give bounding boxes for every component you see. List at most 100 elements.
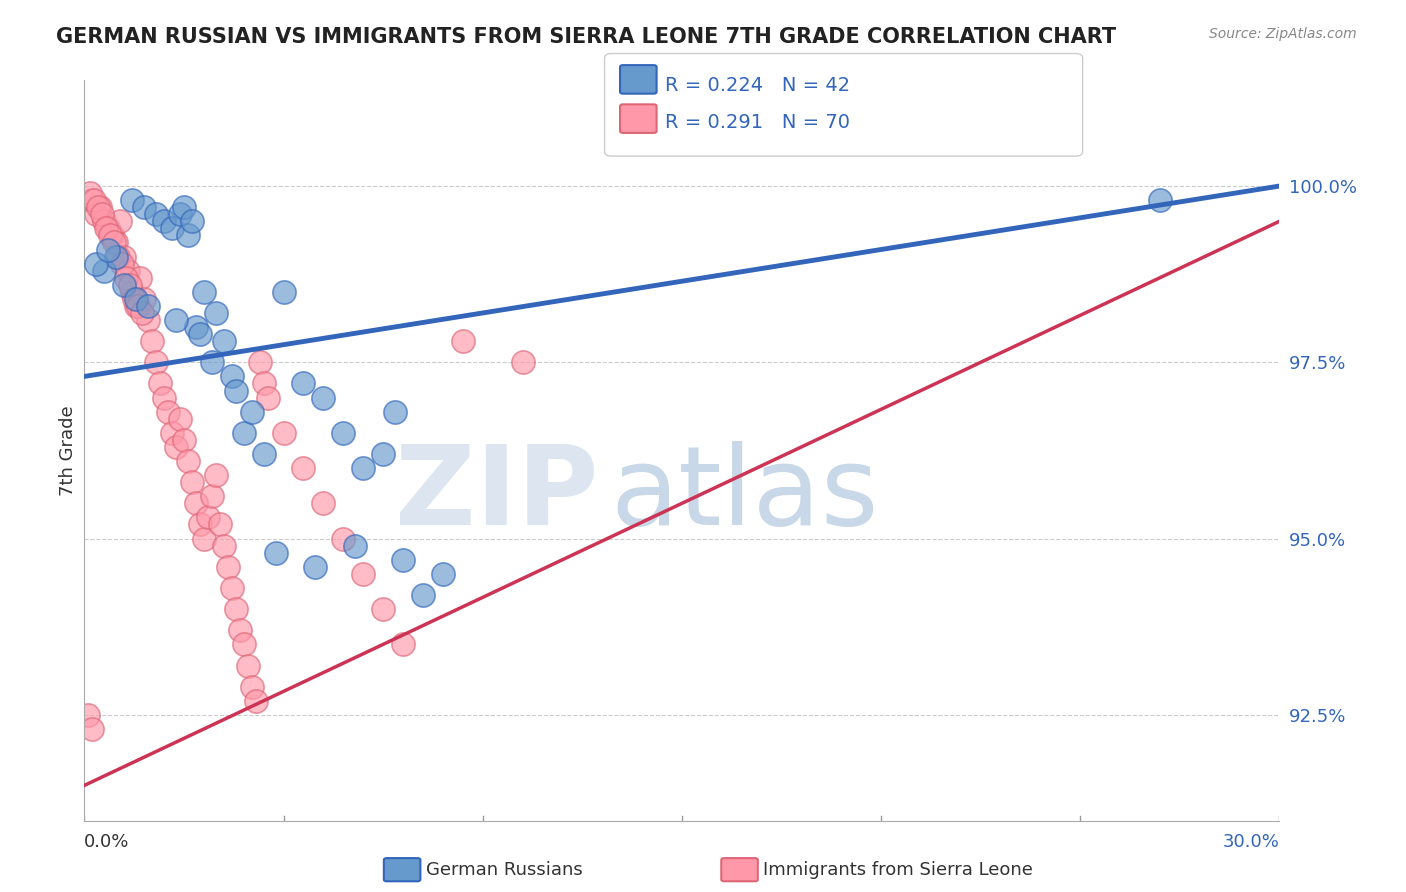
- Point: [193, 532, 215, 546]
- Text: Source: ZipAtlas.com: Source: ZipAtlas.com: [1209, 27, 1357, 41]
- Point: [79, 186, 101, 200]
- Point: [217, 559, 239, 574]
- Point: [145, 355, 167, 369]
- Point: [115, 270, 138, 285]
- Point: [181, 214, 204, 228]
- Point: [129, 270, 152, 285]
- Point: [1149, 193, 1171, 207]
- Point: [131, 306, 153, 320]
- Point: [107, 250, 129, 264]
- Point: [177, 454, 200, 468]
- Point: [197, 510, 219, 524]
- Point: [292, 376, 315, 391]
- Point: [111, 257, 134, 271]
- Point: [221, 369, 243, 384]
- Point: [352, 566, 374, 581]
- Text: ZIP: ZIP: [395, 442, 599, 549]
- Point: [253, 376, 276, 391]
- Y-axis label: 7th Grade: 7th Grade: [59, 405, 77, 496]
- Point: [352, 461, 374, 475]
- Point: [188, 517, 211, 532]
- Point: [165, 313, 187, 327]
- Point: [225, 602, 247, 616]
- Point: [132, 292, 156, 306]
- Point: [93, 263, 115, 277]
- Point: [205, 468, 228, 483]
- Point: [412, 588, 434, 602]
- Point: [101, 228, 124, 243]
- Text: atlas: atlas: [610, 442, 879, 549]
- Point: [153, 391, 176, 405]
- Point: [165, 440, 187, 454]
- Point: [193, 285, 215, 299]
- Point: [89, 200, 111, 214]
- Point: [225, 384, 247, 398]
- Point: [312, 391, 335, 405]
- Point: [245, 694, 267, 708]
- Point: [392, 553, 415, 567]
- Point: [205, 306, 228, 320]
- Point: [236, 658, 259, 673]
- Point: [304, 559, 326, 574]
- Point: [160, 221, 183, 235]
- Point: [173, 200, 195, 214]
- Point: [105, 250, 128, 264]
- Point: [312, 496, 335, 510]
- Text: GERMAN RUSSIAN VS IMMIGRANTS FROM SIERRA LEONE 7TH GRADE CORRELATION CHART: GERMAN RUSSIAN VS IMMIGRANTS FROM SIERRA…: [56, 27, 1116, 46]
- Point: [292, 461, 315, 475]
- Point: [82, 722, 104, 736]
- Point: [256, 391, 278, 405]
- Point: [169, 411, 191, 425]
- Point: [105, 235, 128, 250]
- Point: [86, 207, 108, 221]
- Point: [96, 221, 118, 235]
- Point: [249, 355, 271, 369]
- Point: [93, 214, 115, 228]
- Point: [253, 447, 276, 461]
- Point: [240, 680, 263, 694]
- Point: [240, 405, 263, 419]
- Point: [344, 539, 367, 553]
- Point: [132, 200, 156, 214]
- Point: [125, 292, 148, 306]
- Point: [184, 320, 207, 334]
- Point: [232, 637, 254, 651]
- Point: [125, 299, 148, 313]
- Point: [451, 334, 474, 348]
- Point: [157, 405, 180, 419]
- Point: [97, 243, 120, 257]
- Point: [77, 707, 100, 722]
- Point: [229, 624, 252, 638]
- Point: [392, 637, 415, 651]
- Point: [373, 447, 395, 461]
- Point: [188, 327, 211, 342]
- Point: [145, 207, 167, 221]
- Point: [117, 263, 139, 277]
- Point: [169, 207, 191, 221]
- Point: [87, 200, 110, 214]
- Point: [432, 566, 454, 581]
- Point: [384, 405, 406, 419]
- Point: [208, 517, 231, 532]
- Point: [121, 193, 143, 207]
- Point: [127, 299, 149, 313]
- Point: [181, 475, 204, 490]
- Point: [82, 193, 104, 207]
- Point: [153, 214, 176, 228]
- Point: [103, 235, 125, 250]
- Point: [110, 214, 132, 228]
- Point: [264, 546, 287, 560]
- Text: 30.0%: 30.0%: [1223, 833, 1279, 851]
- Point: [212, 539, 235, 553]
- Point: [97, 221, 120, 235]
- Point: [273, 285, 295, 299]
- Point: [112, 277, 135, 292]
- Point: [184, 496, 207, 510]
- Point: [112, 250, 135, 264]
- Point: [86, 257, 108, 271]
- Point: [121, 285, 143, 299]
- Text: R = 0.291   N = 70: R = 0.291 N = 70: [665, 113, 851, 132]
- Point: [149, 376, 172, 391]
- Point: [141, 334, 163, 348]
- Text: 0.0%: 0.0%: [84, 833, 129, 851]
